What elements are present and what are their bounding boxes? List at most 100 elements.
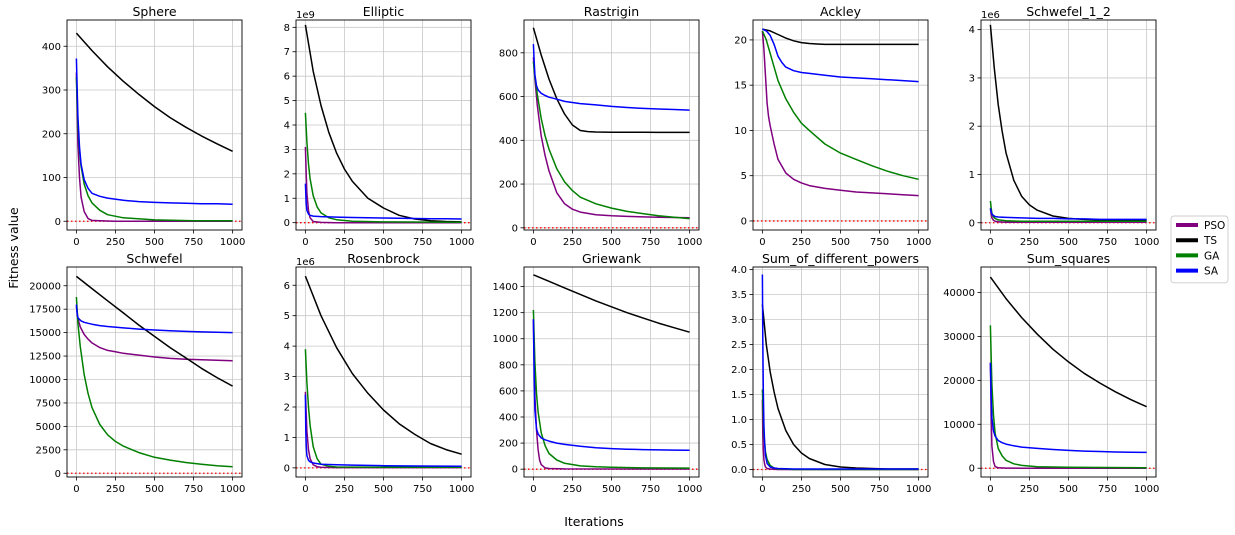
series-line-pso	[75, 306, 233, 362]
y-tick-label: 1.0	[731, 415, 747, 426]
y-tick-label: 3	[969, 73, 975, 84]
y-tick-label: 17500	[29, 305, 61, 316]
x-tick-label: 750	[641, 237, 660, 248]
x-tick-label: 250	[106, 237, 125, 248]
x-tick-label: 750	[641, 484, 660, 495]
y-tick-label: 5000	[36, 422, 61, 433]
y-tick-label: 10000	[943, 420, 975, 431]
y-tick-label: 20	[734, 35, 747, 46]
y-tick-label: 6	[284, 281, 290, 292]
y-tick-label: 4.0	[731, 265, 747, 276]
series-line-sa	[532, 319, 690, 452]
y-tick-label: 0.5	[731, 440, 747, 451]
subplot-schwefel: 0 250 500 750 100002500500075001000012500150…	[29, 251, 245, 495]
x-tick-label: 250	[1020, 237, 1039, 248]
series-line-ts	[989, 276, 1147, 408]
x-tick-label: 0	[759, 484, 765, 495]
series-line-ga	[989, 325, 1147, 469]
y-tick-label: 400	[499, 413, 518, 424]
y-tick-label: 6	[284, 72, 290, 83]
x-tick-label: 1000	[1134, 237, 1159, 248]
y-tick-label: 3.0	[731, 315, 747, 326]
x-tick-label: 1000	[220, 484, 245, 495]
subplot-rosenbrock: 0 250 500 750 1000 0 1 2 3 4 5 6 Rosenbrock 1e6	[284, 251, 475, 495]
x-tick-label: 750	[870, 484, 889, 495]
y-tick-label: 40000	[943, 288, 975, 299]
legend-label: PSO	[1204, 220, 1225, 232]
series-line-ga	[532, 309, 690, 469]
x-tick-label: 0	[987, 484, 993, 495]
y-tick-label: 0	[512, 465, 518, 476]
subplot-sum-squares: 0 250 500 750 1000010000200003000040000Sum_s…	[943, 251, 1159, 495]
subplot-elliptic: 0 250 500 750 1000 0 1 2 3 4 5 6 7 8 Elliptic 1e9	[284, 4, 475, 248]
subplot-sum-of-different-powers: 0 250 500 750 1000 0.0 0.5 1.0 1.5 2.0 2.5 3.0 3.5 4.…	[731, 251, 931, 495]
y-tick-label: 5	[741, 171, 747, 182]
legend-item-pso: PSO	[1176, 220, 1225, 232]
x-tick-label: 0	[73, 484, 79, 495]
x-tick-label: 1000	[677, 237, 702, 248]
series-line-pso	[304, 146, 462, 224]
y-tick-label: 0	[55, 217, 61, 228]
x-tick-label: 1000	[220, 237, 245, 248]
x-tick-label: 750	[870, 237, 889, 248]
series-line-ga	[761, 30, 919, 181]
x-tick-label: 250	[563, 237, 582, 248]
x-tick-label: 1000	[449, 237, 474, 248]
subplot-title: Griewank	[582, 251, 642, 266]
series-line-sa	[304, 394, 462, 468]
series-line-ga	[75, 296, 233, 468]
x-tick-label: 1000	[677, 484, 702, 495]
series-line-ts	[532, 27, 690, 134]
y-tick-label: 300	[42, 86, 61, 97]
legend-item-ts: TS	[1176, 235, 1217, 247]
x-tick-label: 750	[413, 484, 432, 495]
axis-multiplier: 1e6	[296, 257, 315, 268]
y-tick-label: 1	[284, 194, 290, 205]
y-tick-label: 7500	[36, 398, 61, 409]
x-tick-label: 250	[1020, 484, 1039, 495]
subplot-ackley: 0 250 500 750 1000 0 5 10 15 20 Ackley	[734, 4, 931, 248]
y-tick-label: 3.5	[731, 290, 747, 301]
y-tick-label: 1	[969, 170, 975, 181]
legend-label: TS	[1203, 235, 1217, 247]
x-tick-label: 0	[987, 237, 993, 248]
y-tick-label: 4	[284, 121, 290, 132]
x-tick-label: 250	[106, 484, 125, 495]
x-tick-label: 250	[563, 484, 582, 495]
y-tick-label: 800	[499, 360, 518, 371]
series-line-sa	[75, 304, 233, 334]
series-line-ga	[304, 112, 462, 223]
y-tick-label: 1	[284, 433, 290, 444]
y-tick-label: 0	[969, 464, 975, 475]
x-tick-label: 500	[602, 484, 621, 495]
series-line-ts	[533, 274, 690, 333]
y-tick-label: 2.0	[731, 365, 747, 376]
y-tick-label: 600	[499, 386, 518, 397]
series-line-pso	[761, 30, 919, 197]
y-tick-label: 10000	[29, 375, 61, 386]
x-tick-label: 500	[145, 237, 164, 248]
series-line-pso	[532, 57, 690, 219]
y-tick-label: 8	[284, 23, 290, 34]
y-tick-label: 20000	[29, 281, 61, 292]
y-tick-label: 2	[969, 122, 975, 133]
series-line-pso	[75, 72, 233, 223]
y-tick-label: 0	[284, 218, 290, 229]
series-line-ga	[304, 349, 462, 469]
x-tick-label: 0	[302, 484, 308, 495]
y-tick-label: 4	[284, 342, 290, 353]
x-tick-label: 0	[530, 484, 536, 495]
y-tick-label: 1400	[493, 282, 518, 293]
subplot-title: Ackley	[820, 4, 862, 19]
axis-multiplier: 1e9	[296, 10, 315, 21]
x-tick-label: 250	[792, 237, 811, 248]
subplot-title: Sum_of_different_powers	[762, 251, 919, 266]
x-tick-label: 750	[1098, 484, 1117, 495]
y-tick-label: 1200	[493, 308, 518, 319]
subplot-title: Elliptic	[363, 4, 405, 19]
y-tick-label: 12500	[29, 352, 61, 363]
x-tick-label: 0	[759, 237, 765, 248]
legend: PSO TS GA SA	[1170, 215, 1229, 284]
y-tick-label: 200	[499, 439, 518, 450]
subplot-title: Schwefel_1_2	[1026, 4, 1111, 19]
